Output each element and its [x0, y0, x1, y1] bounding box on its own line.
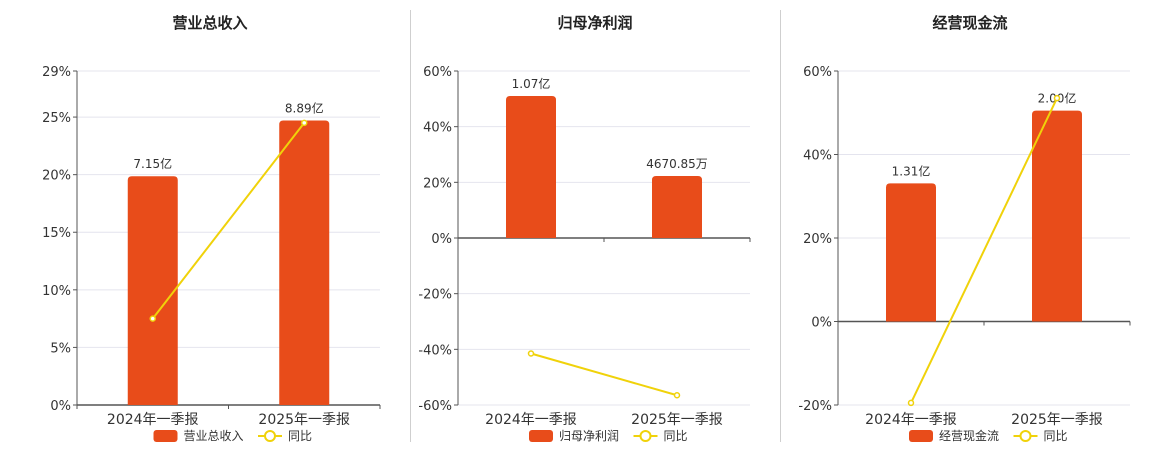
- y-tick-label: 20%: [42, 169, 71, 184]
- legend-line-label[interactable]: 同比: [664, 429, 688, 443]
- bar: [127, 176, 178, 405]
- chart-divider: [410, 10, 411, 442]
- y-tick-label: 5%: [50, 341, 71, 356]
- chart-title: 经营现金流: [932, 14, 1007, 32]
- y-tick-label: -60%: [418, 399, 452, 414]
- chart-1: 营业总收入 0% 5% 10% 15% 20% 25% 29% 7.15亿 8.89亿 2024年一…: [42, 14, 381, 443]
- bar: [652, 176, 702, 238]
- x-tick-label: 2024年一季报: [865, 412, 957, 428]
- chart-title: 营业总收入: [172, 14, 247, 32]
- y-tick-label: 40%: [803, 149, 832, 164]
- bar: [279, 120, 330, 405]
- chart-divider: [780, 10, 781, 442]
- chart-title: 归母净利润: [557, 14, 632, 32]
- x-tick-label: 2025年一季报: [1011, 412, 1103, 428]
- y-tick-label: 60%: [423, 65, 452, 80]
- line-point: [673, 392, 681, 399]
- bar-data-label: 1.07亿: [512, 76, 551, 91]
- line-series-yoy: [530, 352, 678, 397]
- legend-bar-swatch[interactable]: [909, 430, 933, 442]
- y-tick-label: 20%: [423, 176, 452, 191]
- x-tick-label: 2024年一季报: [485, 412, 577, 428]
- bar-data-label: 8.89亿: [285, 101, 324, 116]
- chart-3: 经营现金流-20%0%20%40%60%1.31亿2.00亿2024年一季报20…: [798, 14, 1131, 443]
- y-tick-label: 29%: [42, 65, 71, 80]
- x-tick-label: 2025年一季报: [631, 412, 723, 428]
- line-point: [149, 315, 156, 322]
- y-tick-label: 0%: [50, 399, 71, 414]
- bar: [506, 96, 556, 238]
- legend-bar-swatch[interactable]: [153, 430, 178, 442]
- bar-data-label: 4670.85万: [646, 157, 708, 171]
- x-tick-label: 2025年一季报: [258, 412, 350, 428]
- legend-bar-label[interactable]: 营业总收入: [184, 429, 244, 443]
- legend-line-marker: [639, 430, 652, 442]
- line-point: [1053, 94, 1061, 102]
- line-series-yoy: [151, 122, 306, 320]
- y-tick-label: -20%: [418, 288, 452, 303]
- legend-bar-swatch[interactable]: [529, 430, 553, 442]
- bar: [886, 183, 936, 322]
- line-series-yoy: [910, 97, 1058, 404]
- y-tick-label: 60%: [803, 65, 832, 80]
- line-point: [907, 399, 915, 407]
- bar-data-label: 1.31亿: [892, 163, 931, 178]
- y-tick-label: 20%: [803, 232, 832, 247]
- line-point: [527, 350, 535, 357]
- y-tick-label: 15%: [42, 226, 71, 241]
- legend-line-label[interactable]: 同比: [1044, 429, 1068, 443]
- y-tick-label: 0%: [431, 232, 452, 247]
- legend-bar-label[interactable]: 归母净利润: [559, 429, 619, 443]
- y-tick-label: -40%: [418, 343, 452, 358]
- legend-line-label[interactable]: 同比: [288, 429, 312, 443]
- y-tick-label: 25%: [42, 111, 71, 126]
- chart-2: 归母净利润 -60% -40% -20% 0% 20% 40% 60% 1.07亿 4670.85…: [418, 14, 751, 443]
- bar: [1032, 110, 1082, 322]
- bar-data-label: 7.15亿: [133, 156, 172, 171]
- y-tick-label: 0%: [811, 316, 832, 331]
- legend-bar-label[interactable]: 经营现金流: [939, 428, 999, 443]
- legend-line-marker: [264, 430, 276, 442]
- line-point: [301, 119, 308, 127]
- y-tick-label: 40%: [423, 121, 452, 136]
- x-tick-label: 2024年一季报: [107, 412, 199, 428]
- legend-line-marker: [1019, 430, 1032, 442]
- y-tick-label: 10%: [42, 284, 71, 299]
- y-tick-label: -20%: [798, 399, 832, 414]
